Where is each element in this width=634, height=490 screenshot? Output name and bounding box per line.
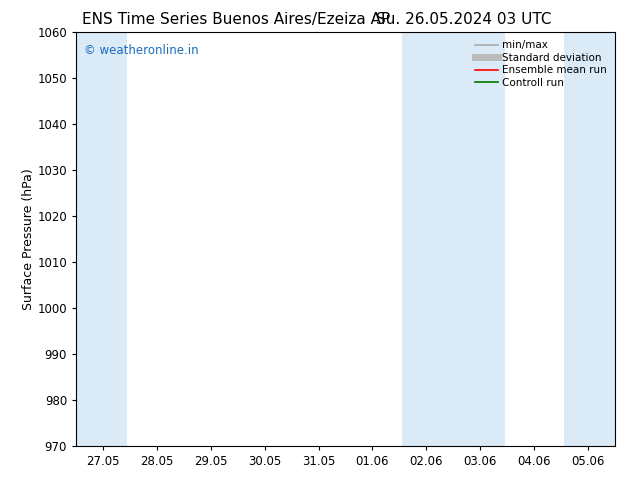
Text: ENS Time Series Buenos Aires/Ezeiza AP: ENS Time Series Buenos Aires/Ezeiza AP xyxy=(82,12,391,27)
Y-axis label: Surface Pressure (hPa): Surface Pressure (hPa) xyxy=(22,168,34,310)
Legend: min/max, Standard deviation, Ensemble mean run, Controll run: min/max, Standard deviation, Ensemble me… xyxy=(472,37,610,91)
Bar xyxy=(564,32,615,446)
Bar xyxy=(402,32,505,446)
Bar xyxy=(76,32,127,446)
Text: Su. 26.05.2024 03 UTC: Su. 26.05.2024 03 UTC xyxy=(376,12,552,27)
Text: © weatheronline.in: © weatheronline.in xyxy=(84,44,199,57)
